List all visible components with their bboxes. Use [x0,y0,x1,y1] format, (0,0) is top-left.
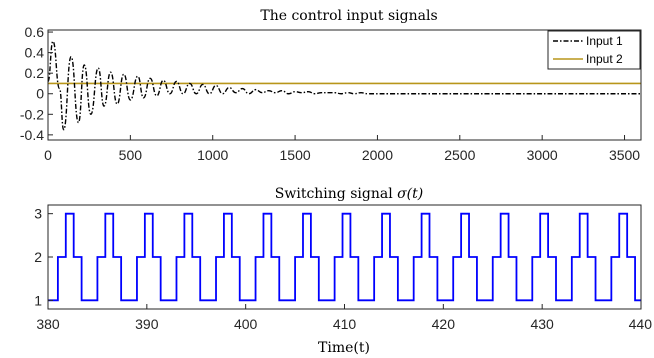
top-y-tick-label: 0 [36,86,44,102]
bottom-y-tick-label: 1 [34,292,42,308]
bottom-chart: Switching signal σ(t) 3 2 1 380 390 400 410 42… [34,186,652,356]
bottom-x-tick-label: 410 [333,316,357,332]
bottom-x-tick-label: 380 [36,316,60,332]
bottom-x-axis: 380 390 400 410 420 430 440 [36,304,652,332]
bottom-x-tick-label: 400 [234,316,258,332]
top-x-tick-label: 3000 [527,147,558,163]
bottom-chart-title-text: Switching signal [275,186,397,202]
top-y-tick-label: 0.6 [25,24,45,40]
bottom-x-tick-label: 440 [629,316,653,332]
legend-label-input-2: Input 2 [586,52,623,66]
top-chart-title: The control input signals [260,8,437,24]
top-y-tick-label: 0.4 [25,45,45,61]
top-axes-frame [47,29,642,141]
top-x-tick-label: 1000 [197,147,228,163]
legend-box [547,30,641,70]
top-x-tick-label: 0 [44,147,52,163]
bottom-x-axis-label: Time(t) [318,340,370,356]
bottom-x-tick-label: 430 [530,316,554,332]
bottom-y-tick-label: 2 [34,249,42,265]
switching-signal-line [48,212,641,302]
legend-label-input-1: Input 1 [586,34,623,48]
bottom-x-tick-label: 390 [135,316,159,332]
top-x-axis: 0 500 1000 1500 2000 2500 3000 3500 [44,135,640,163]
top-x-tick-label: 1500 [280,147,311,163]
top-plot-area [47,40,641,131]
bottom-y-axis: 3 2 1 [34,206,53,308]
top-x-tick-label: 2000 [362,147,393,163]
top-chart: The control input signals 0.6 0.4 0.2 0 -0.2… [20,8,642,163]
series-line-input-1 [47,40,641,131]
bottom-chart-title: Switching signal σ(t) [275,186,423,202]
top-x-tick-label: 3500 [609,147,640,163]
top-y-tick-label: -0.4 [20,127,44,143]
bottom-x-tick-label: 420 [432,316,456,332]
top-y-axis: 0.6 0.4 0.2 0 -0.2 -0.4 [20,24,53,143]
top-y-tick-label: -0.2 [20,106,44,122]
top-x-tick-label: 500 [119,147,143,163]
top-y-tick-label: 0.2 [25,65,45,81]
top-legend: Input 1 Input 2 [547,30,641,70]
top-x-tick-label: 2500 [444,147,475,163]
bottom-y-tick-label: 3 [34,206,42,222]
bottom-chart-title-math: σ(t) [397,186,423,202]
bottom-plot-area [48,212,641,302]
